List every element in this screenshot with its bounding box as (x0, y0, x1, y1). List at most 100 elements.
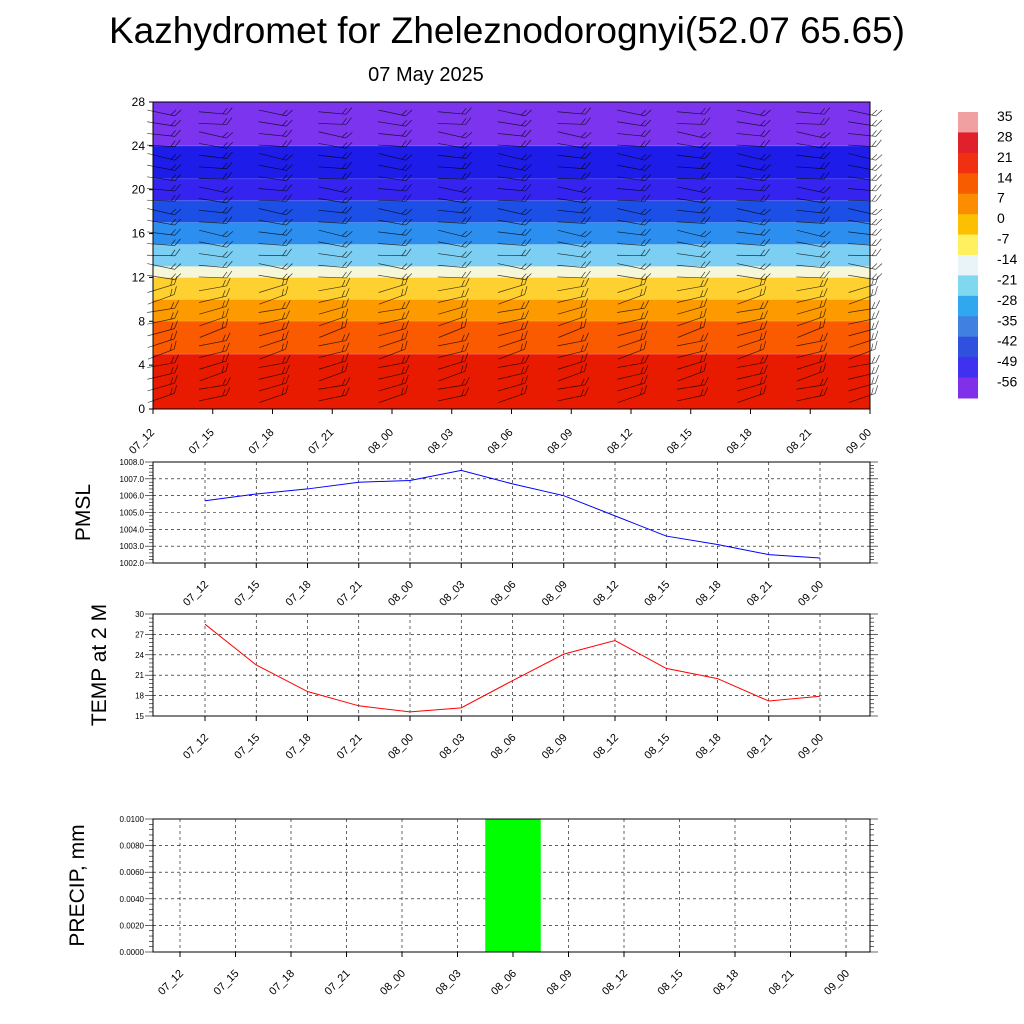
wind-barb (258, 218, 293, 226)
wind-barb (617, 310, 649, 325)
precip-bar (485, 819, 541, 952)
wind-barb (557, 206, 592, 214)
wind-barb (796, 142, 831, 149)
wind-barb (437, 142, 472, 149)
precip-y-tick-label: 0.0020 (120, 921, 145, 930)
pmsl-x-tick-label: 08_00 (386, 579, 416, 609)
colorbar-swatch (958, 152, 978, 174)
wind-barb (676, 107, 711, 115)
wind-barb (147, 286, 177, 305)
wind-barb (198, 186, 234, 193)
wind-barb (736, 238, 771, 246)
pmsl-panel: 1002.0 1003.0 1004.0 1005.0 1006.0 1007.0 1008… (72, 458, 878, 609)
wind-barb (796, 352, 827, 370)
temp-x-tick-label: 09_00 (796, 732, 826, 762)
temp-x-tick-label: 08_09 (540, 732, 570, 762)
wind-barb (378, 119, 413, 127)
wind-barb (736, 164, 771, 171)
colorbar-swatch (958, 173, 978, 195)
wind-barb (497, 263, 532, 270)
heatmap-x-tick-label: 07_15 (187, 427, 217, 457)
wind-barb (848, 109, 883, 117)
wind-barb (557, 161, 591, 170)
wind-barb (497, 164, 532, 171)
temp-series-line (204, 623, 821, 713)
chart-subtitle: 07 May 2025 (368, 64, 484, 86)
wind-barb (147, 320, 178, 337)
wind-barb (198, 270, 233, 279)
wind-barb (378, 374, 409, 392)
wind-barb (848, 300, 880, 313)
wind-barb (318, 107, 353, 115)
wind-barb (378, 228, 412, 236)
wind-barb (736, 228, 771, 236)
wind-barb (796, 260, 831, 269)
precip-frame (152, 818, 871, 953)
wind-barb (848, 374, 879, 392)
wind-barb (378, 354, 410, 368)
wind-barb (318, 387, 350, 402)
wind-barb (558, 318, 587, 338)
pmsl-y-tick-label: 1008.0 (120, 458, 145, 467)
colorbar-swatch (958, 275, 978, 297)
wind-barb (617, 238, 651, 246)
wind-barb (378, 218, 413, 226)
temp-x-tick-label: 07_18 (284, 732, 314, 762)
wind-barb (677, 298, 708, 315)
wind-barb (557, 278, 590, 292)
wind-barb (796, 308, 827, 327)
colorbar-swatch (958, 112, 978, 133)
temp-x-tick-label: 08_06 (489, 732, 519, 762)
temp-y-tick-label: 30 (135, 610, 144, 619)
precip-x-tick-label: 08_12 (600, 968, 630, 998)
heatmap-x-tick-label: 08_03 (426, 427, 456, 457)
wind-barb (557, 171, 591, 180)
wind-barb (198, 250, 233, 258)
wind-barb (378, 174, 413, 182)
wind-barb (199, 308, 229, 327)
wind-barb (318, 288, 350, 303)
wind-barb (258, 153, 293, 161)
wind-barb (677, 131, 712, 139)
wind-barb (198, 387, 231, 402)
heatmap-x-tick-label: 08_06 (486, 427, 516, 457)
wind-temp-cross-section: 0 4 8 12 16 20 24 28 07_12 07_15 07_18 07_21 08_00 08… (127, 95, 883, 457)
wind-barb (378, 340, 408, 360)
wind-barb (497, 228, 532, 236)
wind-barb (557, 387, 589, 402)
wind-barb (497, 310, 529, 325)
wind-barb (677, 352, 708, 370)
wind-barb (147, 164, 182, 171)
wind-barb (497, 174, 532, 182)
wind-barb (258, 129, 293, 137)
wind-barb (737, 385, 767, 403)
wind-barb (736, 153, 771, 161)
pmsl-y-tick-label: 1002.0 (120, 559, 145, 568)
wind-barb (497, 129, 532, 137)
wind-barb (676, 206, 711, 214)
pmsl-x-tick-label: 08_03 (437, 579, 467, 609)
wind-barb (147, 263, 182, 270)
temp-x-tick-label: 07_15 (232, 732, 262, 762)
wind-barb (676, 377, 709, 390)
wind-barb (198, 196, 233, 204)
heatmap-x-tick-label: 08_00 (366, 427, 396, 457)
wind-barb (437, 107, 472, 115)
wind-barb (318, 362, 349, 382)
wind-barb (198, 171, 233, 180)
wind-barb (617, 218, 652, 226)
temp-y-tick-label: 27 (135, 630, 144, 639)
wind-barb (497, 194, 532, 202)
wind-barb (498, 340, 528, 360)
wind-barb (147, 354, 179, 368)
wind-barb (198, 151, 233, 159)
wind-barb (557, 186, 592, 193)
wind-barb (557, 352, 588, 370)
colorbar-swatch (958, 193, 978, 215)
precip-x-tick-label: 08_18 (711, 968, 741, 998)
wind-barb (848, 153, 883, 161)
wind-barb (378, 364, 410, 380)
wind-barb (848, 354, 880, 368)
wind-barb (318, 377, 351, 390)
wind-barb (258, 320, 290, 337)
